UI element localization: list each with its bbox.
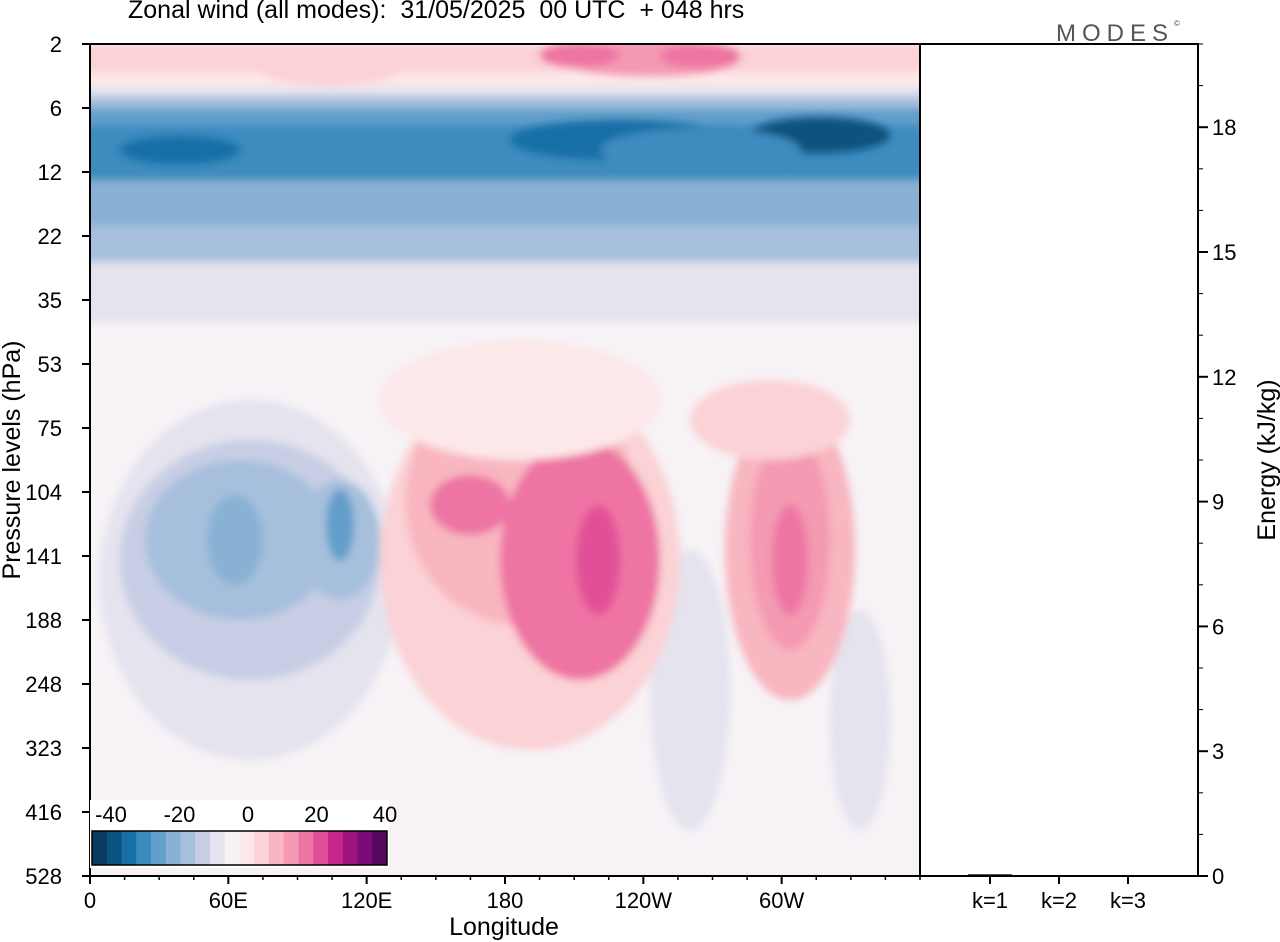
y-tick-label: 188 — [25, 608, 62, 633]
logo-text: MODES — [1056, 20, 1175, 47]
y-tick-label: 6 — [50, 96, 62, 121]
colorbar-swatch — [283, 831, 299, 865]
feature-14 — [326, 489, 354, 561]
colorbar-swatch — [357, 831, 373, 865]
feature-5 — [260, 50, 400, 86]
energy-tick-label: 0 — [1212, 864, 1224, 889]
energy-tick-label: 3 — [1212, 739, 1224, 764]
energy-tick-label: 12 — [1212, 365, 1236, 390]
energy-axis-label: Energy (kJ/kg) — [1253, 379, 1280, 540]
colorbar-swatch — [210, 831, 226, 865]
colorbar-swatch — [328, 831, 344, 865]
wind-field — [90, 44, 920, 876]
x-tick-label: 120E — [341, 888, 392, 913]
y-tick-label: 528 — [25, 864, 62, 889]
colorbar-swatch — [106, 831, 122, 865]
band-9 — [90, 290, 920, 322]
colorbar-swatch — [298, 831, 314, 865]
feature-4 — [600, 128, 800, 172]
energy-tick-label: 18 — [1212, 115, 1236, 140]
feature-7 — [540, 44, 620, 67]
energy-bar — [1106, 875, 1150, 877]
x-axis-label: Longitude — [449, 913, 559, 941]
x-tick-label: 60E — [209, 888, 248, 913]
y-tick-label: 35 — [38, 288, 62, 313]
y-tick-label: 22 — [38, 224, 62, 249]
x-tick-label: 120W — [615, 888, 673, 913]
y-tick-label: 2 — [50, 32, 62, 57]
colorbar-swatch — [313, 831, 329, 865]
y-tick-label: 104 — [25, 480, 62, 505]
colorbar-swatch — [372, 831, 388, 865]
modes-logo: MODES© — [1056, 19, 1180, 48]
x-tick-label: 60W — [759, 888, 804, 913]
colorbar-tick-label: 0 — [242, 802, 254, 827]
colorbar-frame — [91, 830, 388, 866]
y-tick-label: 248 — [25, 672, 62, 697]
energy-tick-label: 9 — [1212, 490, 1224, 515]
colorbar-tick-label: -20 — [164, 802, 196, 827]
axes: 2 6 12 22 35 53 75 104 141 188 248 323 416 528 0 60E 120… — [0, 32, 921, 941]
energy-bar — [968, 874, 1012, 876]
colorbar-swatch — [92, 831, 108, 865]
colorbar-swatch — [342, 831, 358, 865]
colorbar-swatch — [224, 831, 240, 865]
x-tick-label: 180 — [487, 888, 524, 913]
y-tick-label: 141 — [25, 544, 62, 569]
feature-16 — [830, 610, 890, 830]
bar-panel-frame — [919, 43, 1199, 877]
feature-0 — [120, 136, 240, 164]
category-label: k=1 — [972, 888, 1008, 913]
band-7 — [90, 225, 920, 266]
upper-bands — [90, 44, 920, 322]
colorbar-tick-label: 20 — [304, 802, 328, 827]
energy-tick-label: 15 — [1212, 240, 1236, 265]
logo-mark: © — [1174, 19, 1180, 28]
category-label: k=2 — [1041, 888, 1077, 913]
colorbar-swatch — [121, 831, 137, 865]
colorbar-swatch — [136, 831, 152, 865]
y-tick-label: 323 — [25, 736, 62, 761]
band-0 — [90, 44, 920, 76]
energy-tick-label: 6 — [1212, 614, 1224, 639]
y-axis-label: Pressure levels (hPa) — [0, 341, 26, 580]
feature-1 — [250, 135, 410, 155]
feature-26 — [690, 380, 850, 460]
feature-8 — [660, 44, 740, 68]
colorbar-swatch — [239, 831, 255, 865]
feature-24 — [772, 505, 808, 615]
colorbar-swatch — [269, 831, 285, 865]
band-8 — [90, 262, 920, 294]
category-label: k=3 — [1110, 888, 1146, 913]
y-tick-label: 53 — [38, 352, 62, 377]
feature-25 — [380, 340, 660, 460]
colorbar-swatch — [180, 831, 196, 865]
colorbar-swatch — [195, 831, 211, 865]
band-4 — [90, 108, 920, 129]
y-tick-label: 75 — [38, 416, 62, 441]
colorbar-tick-label: -40 — [95, 802, 127, 827]
y-tick-label: 416 — [25, 800, 62, 825]
chart-title: Zonal wind (all modes): 31/05/2025 00 UT… — [128, 0, 745, 24]
y-tick-label: 12 — [38, 160, 62, 185]
field-features — [100, 44, 890, 830]
colorbar-tick-label: 40 — [373, 802, 397, 827]
colorbar-swatch — [254, 831, 270, 865]
energy-bar-panel: 0 3 6 9 12 15 18 Energy (kJ/kg) k=1 k=2 k=3 — [919, 43, 1280, 913]
energy-bar — [1037, 875, 1081, 877]
feature-13 — [207, 495, 263, 585]
x-tick-label: 0 — [84, 888, 96, 913]
colorbar-swatch — [151, 831, 167, 865]
colorbar-swatch — [165, 831, 181, 865]
band-6 — [90, 180, 920, 229]
feature-21 — [430, 475, 510, 535]
colorbar: -40 -20 0 20 40 — [90, 800, 397, 868]
feature-20 — [576, 505, 620, 615]
